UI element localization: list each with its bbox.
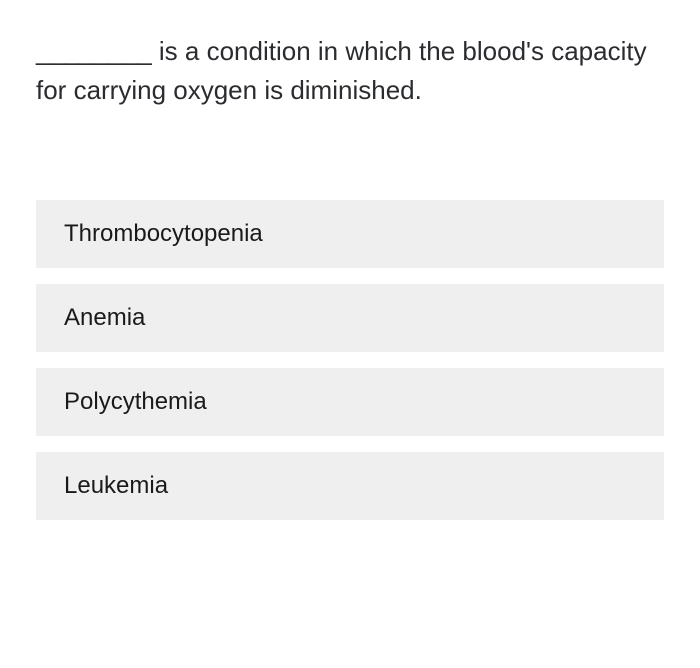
option-3[interactable]: Leukemia xyxy=(36,452,664,520)
option-label: Anemia xyxy=(64,304,145,331)
options-list: Thrombocytopenia Anemia Polycythemia Leu… xyxy=(36,200,664,520)
option-label: Thrombocytopenia xyxy=(64,220,263,247)
option-1[interactable]: Anemia xyxy=(36,284,664,352)
option-label: Leukemia xyxy=(64,472,168,499)
option-2[interactable]: Polycythemia xyxy=(36,368,664,436)
option-label: Polycythemia xyxy=(64,388,207,415)
option-0[interactable]: Thrombocytopenia xyxy=(36,200,664,268)
question-text: ________ is a condition in which the blo… xyxy=(36,32,664,110)
